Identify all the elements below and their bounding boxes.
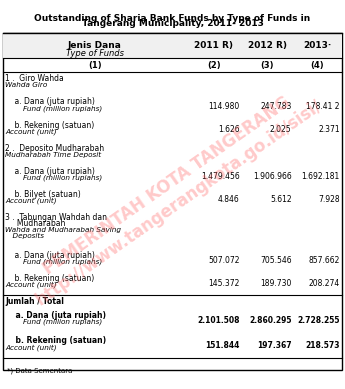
Text: 2011 R): 2011 R): [194, 41, 234, 50]
Text: 507.072: 507.072: [208, 256, 240, 265]
Text: 197.367: 197.367: [257, 341, 292, 350]
Text: 5.612: 5.612: [270, 194, 292, 204]
Text: 1 .  Giro Wahda: 1 . Giro Wahda: [5, 74, 64, 83]
Text: a. Dana (juta rupiah): a. Dana (juta rupiah): [5, 167, 95, 176]
Text: 208.274: 208.274: [308, 279, 340, 288]
Text: Type of Funds: Type of Funds: [66, 49, 124, 58]
Text: Account (unit): Account (unit): [5, 198, 57, 204]
Text: Account (unit): Account (unit): [5, 344, 57, 350]
Text: 2.371: 2.371: [318, 125, 340, 134]
Text: PEMERINTAH KOTA TANGERANG
http://www.tangerangkota.go.id/sisi/: PEMERINTAH KOTA TANGERANG http://www.tan…: [20, 80, 325, 309]
Text: 2013·: 2013·: [303, 41, 332, 50]
Text: 2 .  Deposito Mudharabah: 2 . Deposito Mudharabah: [5, 144, 104, 153]
Text: 705.546: 705.546: [260, 256, 292, 265]
Text: (3): (3): [260, 61, 274, 70]
Text: b. Rekening (satuan): b. Rekening (satuan): [5, 121, 95, 130]
Text: 7.928: 7.928: [318, 194, 340, 204]
Text: 4.846: 4.846: [218, 194, 240, 204]
Text: Jumlah / Total: Jumlah / Total: [5, 297, 64, 306]
Text: Fund (million rupiahs): Fund (million rupiahs): [5, 319, 102, 325]
Text: Fund (million rupiahs): Fund (million rupiahs): [5, 105, 102, 112]
Text: Fund (million rupiahs): Fund (million rupiahs): [5, 259, 102, 265]
Text: b. Bilyet (satuan): b. Bilyet (satuan): [5, 190, 81, 199]
Text: Mudharabah: Mudharabah: [5, 219, 66, 228]
Text: Wahda Giro: Wahda Giro: [5, 82, 47, 88]
Text: a. Dana (juta rupiah): a. Dana (juta rupiah): [5, 251, 95, 260]
Text: 1.692.181: 1.692.181: [302, 172, 340, 180]
Text: 145.372: 145.372: [208, 279, 240, 288]
Text: Fund (million rupiahs): Fund (million rupiahs): [5, 175, 102, 181]
Text: (1): (1): [88, 61, 102, 70]
Text: *) Data Sementara: *) Data Sementara: [7, 368, 72, 374]
Text: 2.728.255: 2.728.255: [297, 315, 340, 324]
Text: b. Rekening (satuan): b. Rekening (satuan): [5, 336, 106, 345]
Text: Tangerang Municipality, 2011- 2013: Tangerang Municipality, 2011- 2013: [81, 19, 264, 28]
Text: Outstanding of Sharia Bank Funds by Type of Funds in: Outstanding of Sharia Bank Funds by Type…: [34, 14, 310, 23]
Text: a. Dana (juta rupiah): a. Dana (juta rupiah): [5, 311, 106, 320]
Text: 247.783: 247.783: [260, 102, 292, 111]
Text: 1.906.966: 1.906.966: [253, 172, 292, 180]
Text: Wahda and Mudharabah Saving: Wahda and Mudharabah Saving: [5, 227, 121, 233]
Text: (2): (2): [207, 61, 221, 70]
Text: Jenis Dana: Jenis Dana: [68, 41, 122, 50]
Text: 1.479.456: 1.479.456: [201, 172, 240, 180]
Text: 178.41 2: 178.41 2: [306, 102, 340, 111]
Text: 114.980: 114.980: [208, 102, 240, 111]
Text: 2.860.295: 2.860.295: [249, 315, 292, 324]
Text: 189.730: 189.730: [260, 279, 292, 288]
Text: (4): (4): [310, 61, 324, 70]
Text: 857.662: 857.662: [308, 256, 340, 265]
Text: Mudharabah Time Deposit: Mudharabah Time Deposit: [5, 152, 101, 158]
Text: a. Dana (juta rupiah): a. Dana (juta rupiah): [5, 98, 95, 107]
Text: 2012 R): 2012 R): [248, 41, 287, 50]
Text: 1.626: 1.626: [218, 125, 240, 134]
Text: Account (unit): Account (unit): [5, 282, 57, 289]
Text: 3 .  Tabungan Wahdah dan: 3 . Tabungan Wahdah dan: [5, 214, 107, 223]
Text: Deposits: Deposits: [8, 232, 44, 238]
Text: 2.101.508: 2.101.508: [197, 315, 240, 324]
Text: 151.844: 151.844: [205, 341, 240, 350]
Text: 218.573: 218.573: [305, 341, 340, 350]
Text: b. Rekening (satuan): b. Rekening (satuan): [5, 274, 95, 283]
Text: 2.025: 2.025: [270, 125, 292, 134]
Text: Account (unit): Account (unit): [5, 128, 57, 135]
